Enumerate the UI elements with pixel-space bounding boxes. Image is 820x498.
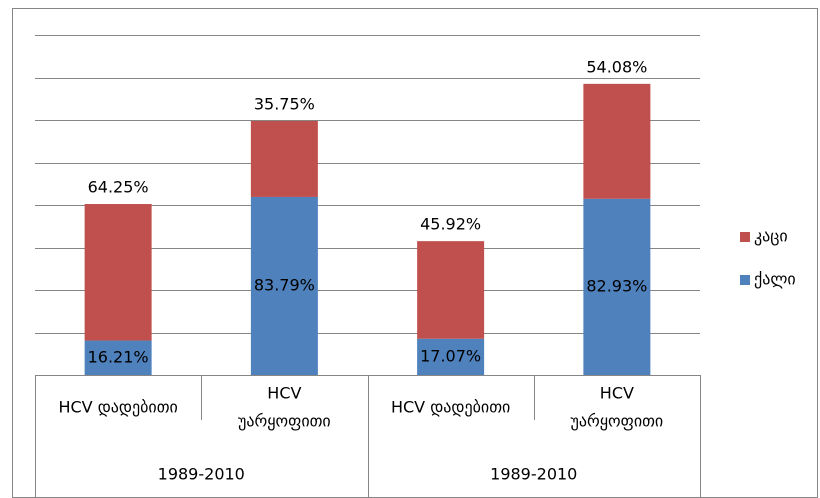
data-label: 35.75% [254, 94, 315, 113]
bar-segment [417, 338, 485, 375]
x-tick-label: უარყოფითი [571, 412, 664, 431]
data-label: 64.25% [88, 178, 149, 197]
group-label: 1989-2010 [490, 465, 577, 484]
data-label: 16.21% [88, 347, 149, 366]
legend-swatch [740, 275, 750, 285]
x-tick-label: HCV დადებითი [58, 398, 177, 417]
x-tick-label: უარყოფითი [238, 412, 331, 431]
data-label: 17.07% [420, 346, 481, 365]
data-label: 83.79% [254, 275, 315, 294]
bar-segment [417, 241, 485, 339]
bar-segment [250, 196, 318, 375]
group-label: 1989-2010 [158, 465, 245, 484]
x-tick-label: HCV [600, 384, 634, 403]
data-label: 45.92% [420, 215, 481, 234]
data-label: 82.93% [586, 276, 647, 295]
x-tick-label: HCV დადებითი [391, 398, 510, 417]
bar-segment [250, 120, 318, 197]
bar-segment [84, 204, 152, 341]
x-tick-label: HCV [267, 384, 301, 403]
bar-segment [583, 198, 651, 375]
data-label: 54.08% [586, 57, 647, 76]
bar-segment [84, 340, 152, 375]
bar-segment [583, 83, 651, 199]
legend-label: კაცი [754, 227, 788, 246]
legend-swatch [740, 232, 750, 242]
legend-label: ქალი [754, 270, 796, 289]
